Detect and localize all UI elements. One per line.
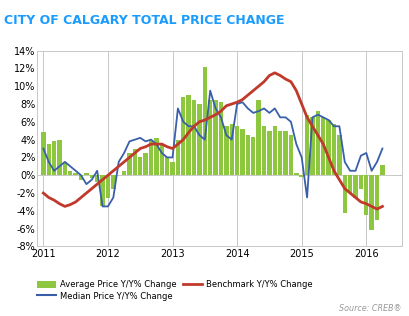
Bar (369, 175, 373, 230)
Bar (138, 157, 142, 175)
Bar (374, 175, 378, 220)
Bar (347, 175, 351, 193)
Bar (127, 153, 131, 175)
Bar (234, 126, 239, 175)
Bar (315, 111, 319, 175)
Bar (57, 140, 62, 175)
Bar (283, 131, 287, 175)
Bar (148, 140, 153, 175)
Bar (52, 141, 56, 175)
Bar (293, 173, 298, 175)
Bar (299, 175, 303, 177)
Bar (218, 102, 222, 175)
Bar (240, 129, 244, 175)
Bar (277, 131, 282, 175)
Bar (197, 104, 201, 175)
Bar (121, 171, 126, 175)
Bar (267, 131, 271, 175)
Bar (250, 137, 255, 175)
Bar (95, 175, 99, 182)
Bar (358, 175, 362, 189)
Bar (170, 162, 174, 175)
Bar (326, 120, 330, 175)
Legend: Average Price Y/Y% Change, Median Price Y/Y% Change, Benchmark Y/Y% Change: Average Price Y/Y% Change, Median Price … (37, 280, 312, 301)
Bar (342, 175, 346, 213)
Bar (154, 138, 158, 175)
Bar (143, 153, 148, 175)
Bar (90, 175, 94, 178)
Bar (261, 126, 265, 175)
Bar (41, 132, 45, 175)
Bar (272, 126, 276, 175)
Bar (63, 162, 67, 175)
Bar (245, 135, 249, 175)
Bar (331, 124, 335, 175)
Bar (79, 175, 83, 180)
Bar (186, 95, 191, 175)
Text: Source: CREB®: Source: CREB® (339, 304, 401, 313)
Bar (100, 175, 105, 206)
Bar (288, 135, 292, 175)
Bar (164, 157, 169, 175)
Bar (336, 135, 341, 175)
Bar (353, 175, 357, 198)
Bar (213, 100, 217, 175)
Bar (379, 165, 384, 175)
Bar (111, 175, 115, 189)
Bar (73, 173, 78, 175)
Bar (84, 173, 88, 175)
Bar (363, 175, 368, 215)
Bar (202, 67, 207, 175)
Text: CITY OF CALGARY TOTAL PRICE CHANGE: CITY OF CALGARY TOTAL PRICE CHANGE (4, 14, 284, 27)
Bar (191, 100, 196, 175)
Bar (256, 100, 260, 175)
Bar (133, 149, 137, 175)
Bar (224, 126, 228, 175)
Bar (46, 144, 51, 175)
Bar (181, 97, 185, 175)
Bar (229, 124, 234, 175)
Bar (175, 140, 180, 175)
Bar (106, 175, 110, 198)
Bar (320, 117, 325, 175)
Bar (310, 117, 314, 175)
Bar (304, 115, 308, 175)
Bar (207, 100, 212, 175)
Bar (68, 171, 72, 175)
Bar (159, 144, 164, 175)
